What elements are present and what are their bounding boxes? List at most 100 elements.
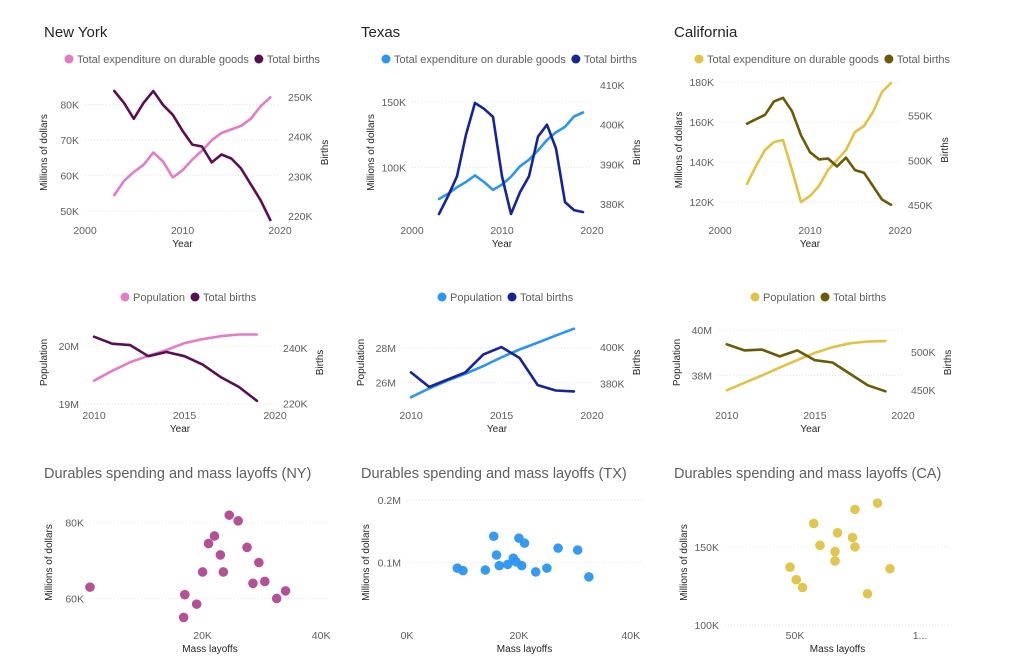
- y2-tick-label: 220K: [283, 399, 308, 411]
- x-axis-title: Year: [800, 424, 821, 435]
- x-axis-title: Year: [492, 239, 513, 250]
- scatter-point: [242, 542, 252, 553]
- x-tick-label: 2010: [490, 225, 514, 237]
- legend-label: Population: [133, 292, 185, 304]
- legend-label: Total births: [897, 54, 951, 66]
- scatter-point: [885, 563, 895, 574]
- x-axis-title: Mass layoffs: [182, 644, 237, 655]
- legend-label: Population: [763, 292, 815, 304]
- scatter-point: [197, 567, 208, 577]
- series-line-primary: [92, 333, 259, 382]
- y-axis-right: 220K 240K Births: [283, 343, 326, 411]
- scatter-point: [218, 567, 229, 577]
- x-tick-label: 2020: [263, 410, 287, 422]
- y2-axis-title: Births: [315, 350, 326, 376]
- scatter-points: [452, 531, 594, 582]
- y-tick-label: 0.2M: [378, 495, 401, 507]
- chart-svg: Total expenditure on durable goods Total …: [39, 54, 331, 250]
- y-axis-title: Population: [672, 339, 683, 386]
- y2-tick-label: 220K: [288, 211, 313, 223]
- scatter-point: [830, 556, 840, 566]
- x-tick-label: 2020: [268, 225, 292, 237]
- scatter-point: [850, 504, 860, 515]
- y-axis-left: 38M 40M Population: [672, 325, 712, 386]
- scatter-point: [850, 542, 860, 552]
- y2-tick-label: 450K: [911, 385, 936, 397]
- scatter-point: [215, 550, 226, 560]
- series-line-births: [92, 335, 259, 403]
- gridlines: [407, 499, 642, 563]
- legend: Population Total births: [437, 292, 574, 304]
- legend-marker: [64, 54, 74, 64]
- scatter-point: [872, 498, 883, 508]
- chart-svg: 20K 40K Mass layoffs 60K 80K Millions of doll…: [44, 510, 330, 655]
- y-axis-left: 26M 28M Population: [356, 339, 396, 390]
- chart-title: New York: [44, 24, 108, 41]
- legend-label: Total births: [584, 54, 638, 66]
- x-tick-label: 40K: [312, 630, 331, 642]
- x-axis-title: Mass layoffs: [497, 644, 552, 655]
- x-axis: 2000 2010 2020 Year: [73, 225, 292, 250]
- scatter-point: [572, 545, 583, 555]
- x-axis: 2000 2010 2020 Year: [400, 225, 604, 250]
- x-axis-title: Year: [487, 424, 508, 435]
- y-axis-title: Millions of dollars: [39, 114, 50, 191]
- y-axis-title: Millions of dollars: [44, 524, 55, 601]
- x-tick-label: 20K: [510, 630, 529, 642]
- x-axis: 20K 40K Mass layoffs: [182, 630, 330, 655]
- y2-tick-label: 500K: [911, 347, 936, 359]
- y2-tick-label: 400K: [600, 120, 625, 132]
- chart-title: California: [674, 24, 738, 41]
- y-tick-label: 100K: [694, 620, 719, 632]
- chart-svg: Population Total births 2010 2015 2020 Year 19…: [39, 292, 326, 435]
- legend-label: Total births: [267, 54, 321, 66]
- x-axis: 2010 2015 2020 Year: [82, 410, 286, 435]
- y2-tick-label: 500K: [908, 155, 933, 167]
- y2-axis-title: Births: [632, 140, 643, 166]
- scatter-point: [832, 528, 843, 538]
- legend-label: Total births: [520, 292, 574, 304]
- chart-svg: 50K 1... Mass layoffs 100K 150K Millions of d…: [679, 498, 950, 655]
- y2-axis-title: Births: [940, 137, 951, 163]
- scatter-point: [224, 510, 235, 520]
- y-tick-label: 0.1M: [378, 558, 401, 570]
- y2-tick-label: 450K: [908, 200, 933, 212]
- y2-tick-label: 400K: [600, 342, 625, 354]
- y-tick-label: 20M: [59, 341, 79, 353]
- x-tick-label: 2010: [82, 410, 106, 422]
- x-tick-label: 2020: [888, 225, 912, 237]
- y-axis-left: 100K 150K Millions of dollars: [366, 97, 406, 191]
- y2-tick-label: 410K: [600, 80, 625, 92]
- x-tick-label: 2000: [400, 225, 424, 237]
- y-axis-left: 50K 60K 70K 80K Millions of dollars: [39, 100, 79, 219]
- scatter-point: [178, 612, 189, 623]
- y2-tick-label: 380K: [600, 199, 625, 211]
- x-axis-title: Year: [172, 239, 193, 250]
- legend-marker: [884, 54, 894, 64]
- y2-axis-title: Births: [632, 350, 643, 376]
- y-tick-label: 140K: [689, 157, 714, 169]
- gridlines: [412, 101, 592, 169]
- y-tick-label: 100K: [381, 163, 406, 175]
- x-tick-label: 1...: [913, 630, 928, 642]
- scatter-point: [502, 559, 513, 570]
- y2-tick-label: 230K: [288, 171, 313, 183]
- x-tick-label: 2010: [171, 225, 195, 237]
- y2-tick-label: 380K: [600, 378, 625, 390]
- scatter-point: [584, 572, 594, 582]
- scatter-point: [847, 532, 858, 543]
- y2-tick-label: 240K: [283, 343, 308, 355]
- legend-marker: [254, 54, 264, 64]
- y-axis-title: Population: [39, 339, 50, 386]
- x-axis-title: Year: [800, 239, 821, 250]
- y-tick-label: 60K: [65, 593, 84, 605]
- y-axis-title: Millions of dollars: [679, 524, 690, 601]
- x-tick-label: 2000: [73, 225, 97, 237]
- chart-tx-scatter: Durables spending and mass layoffs (TX) 0…: [347, 460, 657, 655]
- series-line-primary: [745, 81, 893, 204]
- scatter-points: [85, 510, 291, 623]
- scatter-point: [491, 550, 502, 560]
- chart-title: Texas: [361, 24, 401, 41]
- scatter-point: [488, 531, 499, 542]
- chart-title: Durables spending and mass layoffs (NY): [44, 466, 312, 482]
